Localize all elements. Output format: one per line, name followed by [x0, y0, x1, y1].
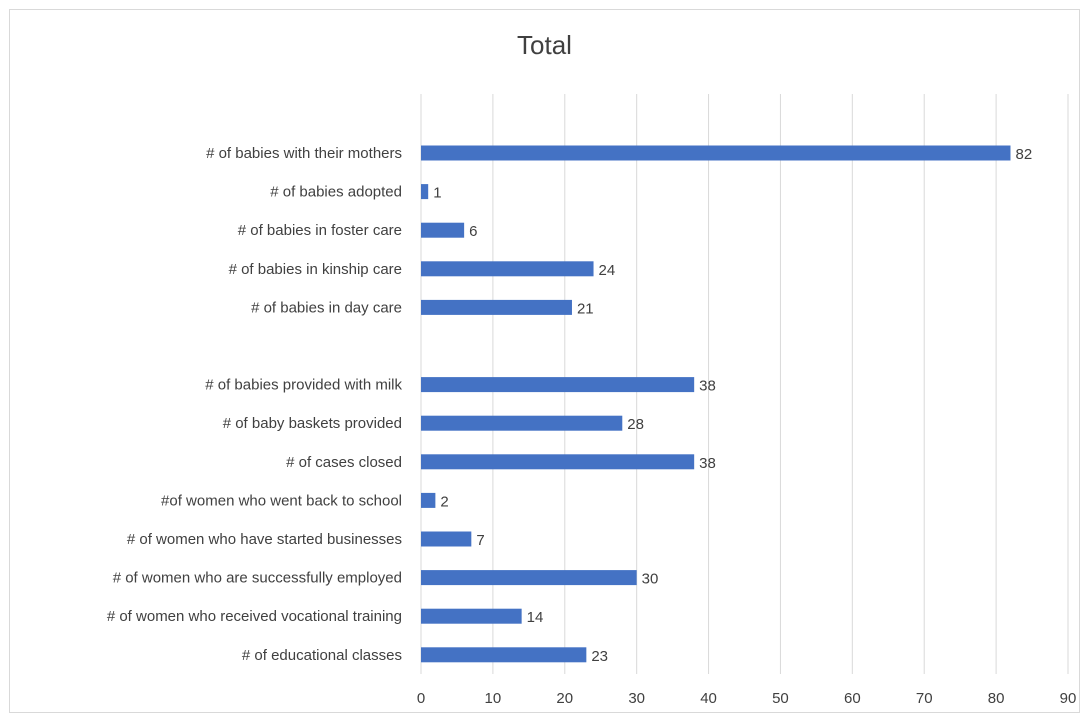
bar: [421, 647, 587, 663]
x-tick-label: 0: [417, 690, 425, 707]
bar: [421, 299, 572, 315]
data-label: 38: [699, 378, 716, 395]
chart-title: Total: [517, 30, 572, 60]
chart-frame: [9, 9, 1080, 713]
bar: [421, 377, 695, 393]
data-labels: 82 1 6 24 21 38 28 38 2 7 30 14 23: [433, 146, 1032, 665]
data-label: 30: [642, 571, 659, 588]
x-tick-label: 80: [988, 690, 1005, 707]
category-label: # of women who are successfully employed: [113, 570, 402, 587]
category-label: # of educational classes: [242, 647, 402, 664]
data-label: 82: [1015, 146, 1032, 163]
data-label: 1: [433, 185, 441, 202]
x-tick-label: 60: [844, 690, 861, 707]
data-label: 28: [627, 416, 644, 433]
bar: [421, 570, 637, 586]
bar: [421, 145, 1011, 161]
category-label: # of babies in day care: [251, 299, 402, 316]
bar: [421, 531, 472, 547]
bar: [421, 608, 522, 624]
data-label: 38: [699, 455, 716, 472]
x-tick-label: 50: [772, 690, 789, 707]
x-tick-label: 90: [1060, 690, 1077, 707]
category-label: #of women who went back to school: [161, 492, 402, 509]
data-label: 6: [469, 223, 477, 240]
category-label: # of baby baskets provided: [223, 415, 402, 432]
bar: [421, 222, 465, 238]
x-axis-tick-labels: 0 10 20 30 40 50 60 70 80 90: [417, 690, 1077, 707]
bar: [421, 261, 594, 277]
data-label: 14: [527, 609, 544, 626]
category-label: # of babies in foster care: [238, 222, 402, 239]
bars: [421, 145, 1011, 663]
data-label: 2: [440, 493, 448, 510]
category-label: # of babies adopted: [270, 184, 402, 201]
bar: [421, 492, 436, 508]
category-labels: # of babies with their mothers # of babie…: [107, 145, 403, 664]
data-label: 24: [599, 262, 616, 279]
category-label: # of cases closed: [286, 454, 402, 471]
x-tick-label: 30: [628, 690, 645, 707]
data-label: 7: [476, 532, 484, 549]
category-label: # of women who received vocational train…: [107, 608, 402, 625]
bar: [421, 415, 623, 431]
x-tick-label: 10: [485, 690, 502, 707]
x-tick-label: 40: [700, 690, 717, 707]
bar: [421, 184, 429, 200]
category-label: # of women who have started businesses: [127, 531, 402, 548]
category-label: # of babies with their mothers: [206, 145, 402, 162]
bar: [421, 454, 695, 470]
data-label: 23: [591, 648, 608, 665]
category-label: # of babies in kinship care: [229, 261, 402, 278]
data-label: 21: [577, 300, 594, 317]
x-tick-label: 20: [556, 690, 573, 707]
category-label: # of babies provided with milk: [205, 377, 402, 394]
x-tick-label: 70: [916, 690, 933, 707]
